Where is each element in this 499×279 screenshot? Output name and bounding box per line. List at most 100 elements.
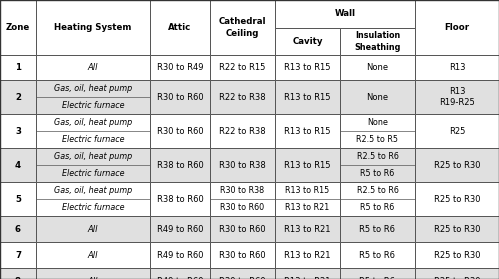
Bar — [0, 182, 36, 216]
Bar — [36, 242, 150, 268]
Text: R30 to R38: R30 to R38 — [219, 160, 266, 170]
Bar — [275, 80, 340, 114]
Text: R22 to R38: R22 to R38 — [219, 126, 266, 136]
Bar — [150, 148, 210, 182]
Text: R13 to R15: R13 to R15 — [284, 93, 331, 102]
Bar — [210, 182, 275, 216]
Bar — [340, 28, 415, 55]
Bar — [340, 242, 415, 268]
Bar — [150, 114, 210, 148]
Text: 8: 8 — [15, 276, 21, 279]
Text: Gas, oil, heat pump: Gas, oil, heat pump — [54, 84, 132, 93]
Bar — [150, 216, 210, 242]
Bar — [340, 114, 415, 148]
Text: Electric furnace: Electric furnace — [62, 135, 124, 144]
Bar — [36, 148, 150, 182]
Bar — [0, 216, 36, 242]
Text: R30 to R49: R30 to R49 — [157, 63, 203, 72]
Bar — [150, 268, 210, 279]
Text: R25 to R30: R25 to R30 — [434, 225, 480, 234]
Bar — [340, 182, 415, 216]
Bar — [415, 216, 499, 242]
Bar — [275, 114, 340, 148]
Bar — [210, 80, 275, 114]
Text: All: All — [88, 63, 98, 72]
Text: R2.5 to R5: R2.5 to R5 — [356, 135, 399, 144]
Bar — [340, 55, 415, 80]
Text: Electric furnace: Electric furnace — [62, 101, 124, 110]
Text: R5 to R6: R5 to R6 — [359, 225, 396, 234]
Text: All: All — [88, 276, 98, 279]
Text: R30 to R60: R30 to R60 — [219, 251, 266, 259]
Bar — [150, 55, 210, 80]
Text: R13
R19-R25: R13 R19-R25 — [439, 87, 475, 107]
Text: Cathedral
Ceiling: Cathedral Ceiling — [219, 18, 266, 38]
Bar — [210, 242, 275, 268]
Text: R22 to R15: R22 to R15 — [220, 63, 265, 72]
Text: All: All — [88, 225, 98, 234]
Text: Wall: Wall — [334, 9, 355, 18]
Text: Insulation
Sheathing: Insulation Sheathing — [354, 32, 401, 52]
Bar — [36, 268, 150, 279]
Bar — [210, 55, 275, 80]
Text: R13 to R15: R13 to R15 — [284, 63, 331, 72]
Text: Gas, oil, heat pump: Gas, oil, heat pump — [54, 186, 132, 195]
Bar — [275, 148, 340, 182]
Text: R13: R13 — [449, 63, 465, 72]
Text: R38 to R60: R38 to R60 — [157, 194, 204, 203]
Bar — [275, 55, 340, 80]
Text: R25 to R30: R25 to R30 — [434, 251, 480, 259]
Text: 5: 5 — [15, 194, 21, 203]
Text: R5 to R6: R5 to R6 — [359, 276, 396, 279]
Text: None: None — [367, 118, 388, 127]
Bar — [0, 242, 36, 268]
Bar — [150, 242, 210, 268]
Text: 7: 7 — [15, 251, 21, 259]
Bar — [36, 216, 150, 242]
Bar — [36, 0, 150, 55]
Bar — [0, 55, 36, 80]
Text: R49 to R60: R49 to R60 — [157, 225, 203, 234]
Text: Gas, oil, heat pump: Gas, oil, heat pump — [54, 118, 132, 127]
Text: R5 to R6: R5 to R6 — [360, 169, 395, 178]
Bar — [415, 148, 499, 182]
Text: R13 to R15: R13 to R15 — [284, 126, 331, 136]
Bar — [210, 148, 275, 182]
Bar — [36, 55, 150, 80]
Text: R30 to R60: R30 to R60 — [157, 126, 203, 136]
Bar — [0, 80, 36, 114]
Bar — [210, 114, 275, 148]
Text: R13 to R15: R13 to R15 — [285, 186, 330, 195]
Bar — [150, 182, 210, 216]
Text: Electric furnace: Electric furnace — [62, 203, 124, 212]
Bar — [415, 55, 499, 80]
Bar — [0, 268, 36, 279]
Text: R25 to R30: R25 to R30 — [434, 276, 480, 279]
Bar — [150, 0, 210, 55]
Text: Heating System: Heating System — [54, 23, 132, 32]
Text: R2.5 to R6: R2.5 to R6 — [357, 152, 398, 161]
Bar — [275, 182, 340, 216]
Bar — [415, 114, 499, 148]
Text: None: None — [366, 93, 389, 102]
Text: R38 to R60: R38 to R60 — [157, 160, 204, 170]
Bar — [0, 148, 36, 182]
Bar — [415, 268, 499, 279]
Text: Gas, oil, heat pump: Gas, oil, heat pump — [54, 152, 132, 161]
Bar — [210, 268, 275, 279]
Text: R25: R25 — [449, 126, 465, 136]
Bar — [415, 182, 499, 216]
Bar — [210, 0, 275, 55]
Bar — [0, 114, 36, 148]
Bar — [415, 0, 499, 55]
Text: R25 to R30: R25 to R30 — [434, 160, 480, 170]
Text: R5 to R6: R5 to R6 — [360, 203, 395, 212]
Text: R30 to R60: R30 to R60 — [157, 93, 203, 102]
Text: R5 to R6: R5 to R6 — [359, 251, 396, 259]
Bar — [0, 0, 36, 55]
Text: R25 to R30: R25 to R30 — [434, 194, 480, 203]
Text: R30 to R60: R30 to R60 — [219, 225, 266, 234]
Bar — [275, 216, 340, 242]
Text: R2.5 to R6: R2.5 to R6 — [357, 186, 398, 195]
Text: Floor: Floor — [445, 23, 470, 32]
